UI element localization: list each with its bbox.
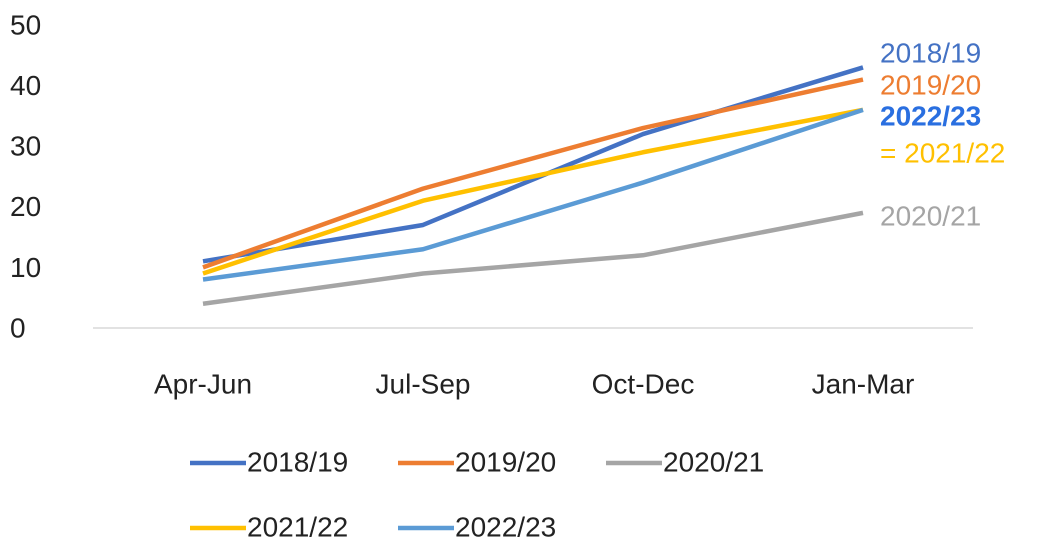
annotation: 2018/19 [880,37,981,68]
series-line [202,107,864,276]
y-tick-label: 50 [10,9,41,40]
legend-label: 2020/21 [663,446,764,477]
x-tick-label: Jan-Mar [812,368,915,399]
annotation: = 2021/22 [880,137,1005,168]
series-line [202,107,864,282]
legend-label: 2022/23 [455,511,556,542]
x-tick-label: Oct-Dec [592,368,695,399]
legend-label: 2019/20 [455,446,556,477]
annotation: 2020/21 [880,200,981,231]
x-tick-label: Apr-Jun [154,368,252,399]
series-line [202,210,864,306]
y-tick-label: 0 [10,312,26,343]
annotation: 2022/23 [880,100,981,131]
y-tick-label: 30 [10,131,41,162]
y-tick-label: 40 [10,70,41,101]
legend-label: 2018/19 [247,446,348,477]
legend-label: 2021/22 [247,511,348,542]
y-tick-label: 10 [10,252,41,283]
series-line [202,65,864,264]
series-line [202,77,864,270]
x-tick-label: Jul-Sep [376,368,471,399]
y-tick-label: 20 [10,191,41,222]
annotation: 2019/20 [880,69,981,100]
